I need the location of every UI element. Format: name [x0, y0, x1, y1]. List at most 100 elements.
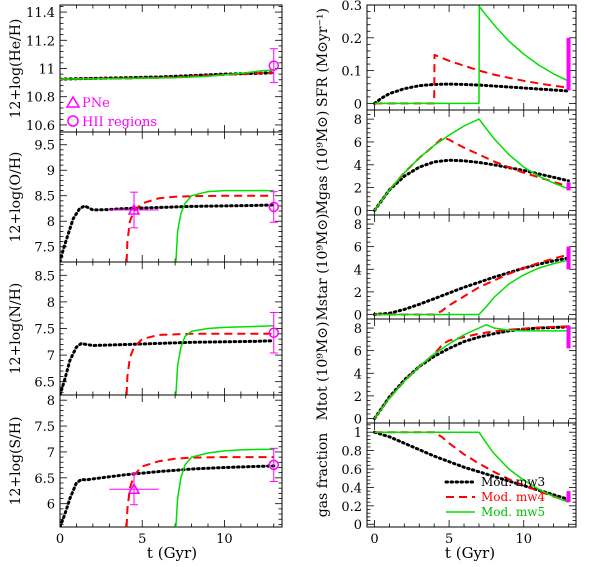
panels: 10.610.81111.211.412+log(He/H)7.588.599.… [8, 0, 577, 547]
panel-mtot: 0 2 4 6 8 Mtot (10⁹M⊙) [315, 318, 577, 427]
series-mw3 [373, 256, 570, 316]
y-tick-label: 6.5 [34, 376, 55, 391]
y-tick-label: 0.3 [341, 0, 362, 14]
y-tick-label: 2 [354, 182, 362, 197]
series-mw4 [125, 332, 274, 395]
y-tick-label: 1 [354, 426, 362, 441]
series-mw4 [125, 456, 274, 527]
x-tick-label: 10 [216, 532, 233, 547]
y-tick-label: 8.5 [34, 269, 55, 284]
y-tick-label: 9.5 [34, 139, 55, 154]
x-axis-label-right: t (Gyr) [445, 544, 495, 562]
x-tick-label: 10 [515, 532, 532, 547]
y-tick-label: 6 [354, 136, 362, 151]
obs-hii-marker [268, 201, 280, 213]
plot-frame [59, 261, 283, 396]
series-mw5 [374, 259, 569, 316]
series-mw3 [60, 71, 276, 81]
y-tick-label: 2 [354, 390, 362, 405]
y-axis-label: Mtot (10⁹M⊙) [315, 322, 331, 421]
series-mw5 [374, 431, 569, 503]
series-mw4 [374, 253, 569, 316]
y-axis-label: 12+log(O/H) [8, 152, 24, 243]
series-mw5 [175, 189, 274, 262]
panel-heh: 10.6 10.8 11 11.2 11.412+log(He/H) [8, 4, 283, 134]
y-tick-label: 7.5 [34, 241, 55, 256]
y-tick-label: 6 [354, 241, 362, 256]
series-mw3 [373, 325, 570, 420]
series-mw5 [60, 69, 274, 80]
series-mw5 [373, 323, 569, 419]
y-tick-label: 0.2 [341, 500, 362, 515]
y-tick-label: 0 [354, 518, 362, 533]
panel-oh: 7.5 8 8.5 9 9.5 12+log(O/H) [8, 131, 283, 263]
series-mw3 [373, 158, 570, 212]
y-tick-label: 6 [354, 345, 362, 360]
y-axis-label: 12+log(N/H) [8, 283, 24, 375]
plot-frame [59, 4, 283, 133]
series-mw3 [373, 430, 570, 501]
y-tick-label: 10.6 [26, 119, 55, 134]
legend-left: PNe HII regions [65, 95, 157, 130]
x-tick-label: 5 [445, 532, 453, 547]
y-tick-label: 8 [354, 322, 362, 337]
series-mw4 [125, 194, 274, 262]
y-tick-label: 8 [47, 215, 55, 230]
plot-frame [366, 422, 577, 528]
series-mw4 [373, 325, 569, 420]
obs-pne-marker [127, 203, 141, 215]
series-mw3 [60, 464, 276, 527]
series-mw4 [374, 53, 569, 105]
series-mw5 [374, 5, 569, 105]
y-tick-label: 9 [47, 164, 55, 179]
y-tick-label: 11 [38, 63, 55, 78]
y-axis-label: 12+log(S/H) [8, 417, 24, 506]
y-tick-label: 11.2 [26, 34, 55, 49]
x-tick-label: 0 [56, 532, 64, 547]
obs-hii-marker [268, 327, 280, 339]
plot-frame [366, 4, 577, 111]
y-axis-label: SFR (M⊙yr⁻¹) [315, 8, 331, 107]
legend-label-mw3: Mod. mw3 [481, 475, 545, 489]
x-axis-label-left: t (Gyr) [147, 544, 197, 562]
y-tick-label: 0 [354, 97, 362, 112]
y-tick-label: 0.2 [341, 32, 362, 47]
y-tick-label: 4 [354, 367, 362, 382]
y-tick-label: 11.4 [26, 6, 55, 21]
y-tick-label: 7.5 [34, 323, 55, 338]
panel-sfr: 0 0.1 0.2 0.3 SFR (M⊙yr⁻¹) [315, 0, 577, 112]
y-tick-label: 0 [354, 308, 362, 323]
panel-mgas: 0 2 4 6 8 Mgas (10⁹M⊙) [315, 109, 577, 219]
series-mw5 [175, 325, 274, 395]
plot-frame [59, 394, 283, 528]
y-tick-label: 8 [354, 218, 362, 233]
y-tick-label: 0 [354, 204, 362, 219]
obs-hii-marker [268, 60, 280, 71]
y-tick-label: 10.8 [26, 91, 55, 106]
y-axis-label: Mgas (10⁹M⊙) [315, 111, 331, 215]
pne-legend-marker [65, 95, 81, 108]
y-tick-label: 7 [47, 446, 55, 461]
y-tick-label: 8.5 [34, 190, 55, 205]
x-tick-label: 0 [370, 532, 378, 547]
y-tick-label: 0.6 [341, 463, 362, 478]
series-mw3 [60, 203, 276, 262]
y-tick-label: 6.5 [34, 472, 55, 487]
y-tick-label: 0.1 [341, 65, 362, 80]
y-tick-label: 7 [47, 349, 55, 364]
legend-label-pne: PNe [82, 96, 110, 111]
y-tick-label: 2 [354, 286, 362, 301]
series-mw5 [373, 118, 569, 211]
y-tick-label: 7.5 [34, 420, 55, 435]
y-tick-label: 0 [354, 412, 362, 427]
y-tick-label: 0.8 [341, 445, 362, 460]
series-mw3 [373, 82, 570, 105]
panel-sh: 6 6.5 7 7.5 8 0 5 10 12+log(S/H) [8, 394, 283, 547]
legend-right: Mod. mw3 Mod. mw4 Mod. mw5 [444, 475, 545, 519]
series-mw4 [374, 431, 569, 503]
y-tick-label: 8 [47, 394, 55, 409]
legend-label-mw4: Mod. mw4 [481, 490, 545, 504]
y-axis-label: 12+log(He/H) [8, 19, 24, 119]
